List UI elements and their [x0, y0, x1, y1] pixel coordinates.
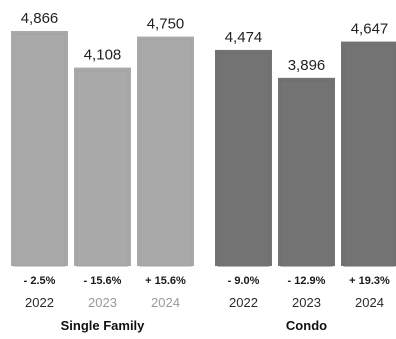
bar-inset: [280, 80, 333, 267]
change-label: - 12.9%: [288, 275, 326, 287]
bar-value-label: 3,896: [288, 57, 326, 74]
year-label: 2023: [292, 295, 321, 310]
bar-value-label: 4,474: [225, 29, 263, 46]
labels-layer: 4,866 - 2.5% 2022 4,108 - 15.6% 2023 4,750 + 15…: [21, 10, 390, 333]
year-label: 2022: [229, 295, 258, 310]
bars-layer: [11, 31, 396, 267]
change-label: + 15.6%: [145, 275, 186, 287]
change-label: - 2.5%: [24, 275, 56, 287]
bar-inset: [217, 52, 270, 267]
bar-value-label: 4,647: [351, 21, 389, 38]
bar-value-label: 4,108: [84, 47, 122, 64]
year-label: 2023: [88, 295, 117, 310]
year-label: 2024: [151, 295, 180, 310]
bar-inset: [343, 44, 396, 267]
bar-inset: [76, 70, 129, 267]
change-label: + 19.3%: [349, 275, 390, 287]
change-label: - 9.0%: [228, 275, 260, 287]
bar-single-family-2023: [74, 67, 131, 266]
group-label: Condo: [286, 318, 327, 333]
group-label: Single Family: [61, 318, 146, 333]
bar-condo-2024: [341, 41, 396, 267]
change-label: - 15.6%: [84, 275, 122, 287]
bar-condo-2023: [278, 77, 335, 266]
year-label: 2022: [25, 295, 54, 310]
bar-value-label: 4,750: [147, 16, 185, 33]
bar-inset: [139, 39, 192, 267]
bar-single-family-2024: [137, 36, 194, 266]
year-label: 2024: [355, 295, 384, 310]
bar-condo-2022: [215, 49, 272, 266]
bar-single-family-2022: [11, 31, 68, 266]
bar-value-label: 4,866: [21, 10, 59, 27]
bar-inset: [13, 33, 66, 267]
